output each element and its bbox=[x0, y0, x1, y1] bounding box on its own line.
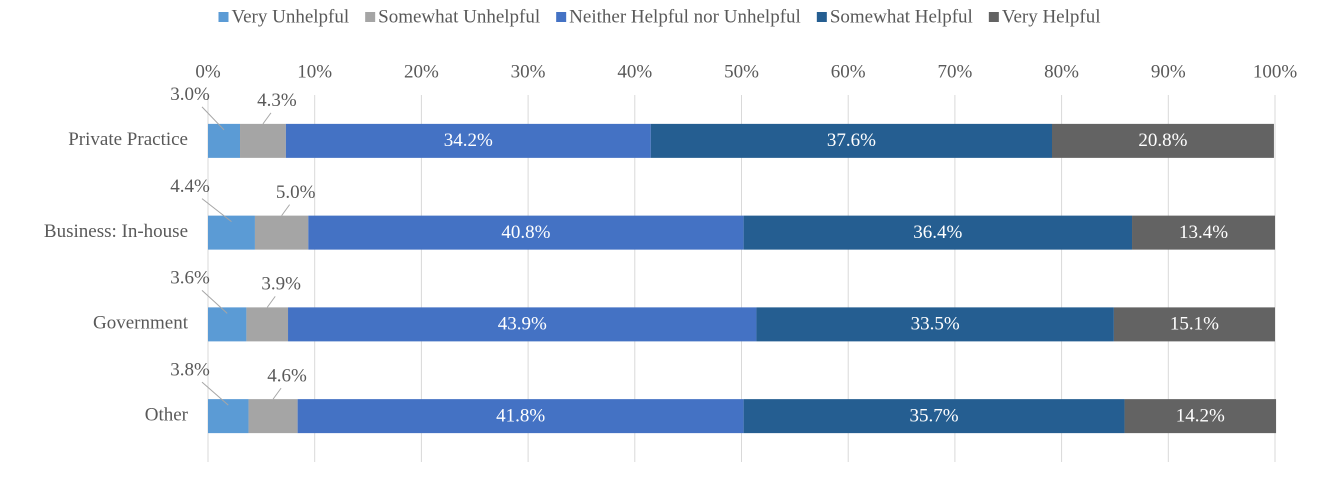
bar-segment bbox=[1124, 399, 1277, 434]
legend-swatch bbox=[988, 12, 999, 22]
bar-segment bbox=[743, 215, 1133, 250]
legend-label: Somewhat Helpful bbox=[830, 6, 973, 27]
bar-segment bbox=[246, 307, 289, 342]
bar-segment bbox=[308, 215, 744, 250]
value-label: 3.0% bbox=[170, 84, 210, 105]
legend-label: Neither Helpful nor Unhelpful bbox=[569, 6, 801, 27]
leader-line bbox=[201, 381, 229, 406]
value-label: 20.8% bbox=[1138, 130, 1187, 151]
value-label: 37.6% bbox=[827, 130, 876, 151]
value-label: 36.4% bbox=[913, 222, 962, 243]
leader-line bbox=[201, 290, 228, 314]
x-tick-label: 80% bbox=[1044, 61, 1079, 82]
leader-line bbox=[281, 204, 291, 216]
legend-swatch bbox=[218, 12, 229, 22]
bar-segment bbox=[208, 399, 249, 434]
x-tick-label: 0% bbox=[195, 61, 221, 82]
value-label: 3.6% bbox=[170, 268, 210, 289]
x-tick-label: 30% bbox=[511, 61, 546, 82]
category-label: Other bbox=[145, 404, 189, 425]
value-label: 13.4% bbox=[1179, 222, 1228, 243]
bar-segment bbox=[208, 123, 241, 158]
x-tick-label: 60% bbox=[831, 61, 866, 82]
value-label: 4.4% bbox=[170, 176, 210, 197]
value-label: 3.8% bbox=[170, 359, 210, 380]
value-label: 4.3% bbox=[257, 90, 297, 111]
category-label: Private Practice bbox=[68, 129, 188, 150]
bar-segment bbox=[1113, 307, 1275, 342]
bar-segment bbox=[743, 399, 1125, 434]
value-label: 35.7% bbox=[910, 405, 959, 426]
value-label: 5.0% bbox=[276, 182, 316, 203]
value-label: 15.1% bbox=[1170, 314, 1219, 335]
legend-swatch bbox=[365, 12, 376, 22]
bar-segment bbox=[288, 307, 757, 342]
legend-swatch bbox=[556, 12, 567, 22]
leader-line bbox=[266, 296, 276, 308]
x-tick-label: 70% bbox=[937, 61, 972, 82]
legend-swatch bbox=[816, 12, 827, 22]
legend: Very Unhelpful Somewhat Unhelpful Neither … bbox=[218, 6, 1101, 27]
bar-segment bbox=[1051, 123, 1274, 158]
value-label: 33.5% bbox=[911, 314, 960, 335]
leader-line bbox=[201, 106, 225, 131]
category-label: Government bbox=[93, 313, 189, 334]
x-tick-label: 50% bbox=[724, 61, 759, 82]
leader-line bbox=[272, 387, 282, 400]
bar-segment bbox=[756, 307, 1114, 342]
bar-segment bbox=[650, 123, 1052, 158]
bars bbox=[208, 123, 1277, 434]
value-label: 40.8% bbox=[501, 222, 550, 243]
labels: 0% 10% 20% 30% 40% 50% 60% 70% 80% 90% 100% Private… bbox=[44, 61, 1297, 426]
bar-segment bbox=[248, 399, 298, 434]
value-label: 14.2% bbox=[1176, 405, 1225, 426]
bar-segment bbox=[285, 123, 651, 158]
leader-line bbox=[201, 198, 232, 223]
x-tick-label: 90% bbox=[1151, 61, 1186, 82]
value-label: 3.9% bbox=[261, 274, 301, 295]
bar-segment bbox=[297, 399, 744, 434]
value-label: 43.9% bbox=[498, 314, 547, 335]
bar-segment bbox=[254, 215, 309, 250]
category-label: Business: In-house bbox=[44, 221, 188, 242]
x-tick-label: 20% bbox=[404, 61, 439, 82]
x-tick-label: 100% bbox=[1253, 61, 1298, 82]
legend-label: Very Unhelpful bbox=[231, 6, 349, 27]
leader-line bbox=[262, 112, 272, 125]
bar-segment bbox=[208, 215, 255, 250]
legend-label: Very Helpful bbox=[1002, 6, 1101, 27]
bar-segment bbox=[1132, 215, 1275, 250]
bar-segment bbox=[240, 123, 286, 158]
x-tick-label: 10% bbox=[297, 61, 332, 82]
value-label: 4.6% bbox=[267, 365, 307, 386]
value-label: 41.8% bbox=[496, 405, 545, 426]
value-label: 34.2% bbox=[444, 130, 493, 151]
bar-segment bbox=[208, 307, 247, 342]
legend-label: Somewhat Unhelpful bbox=[378, 6, 540, 27]
x-tick-label: 40% bbox=[617, 61, 652, 82]
